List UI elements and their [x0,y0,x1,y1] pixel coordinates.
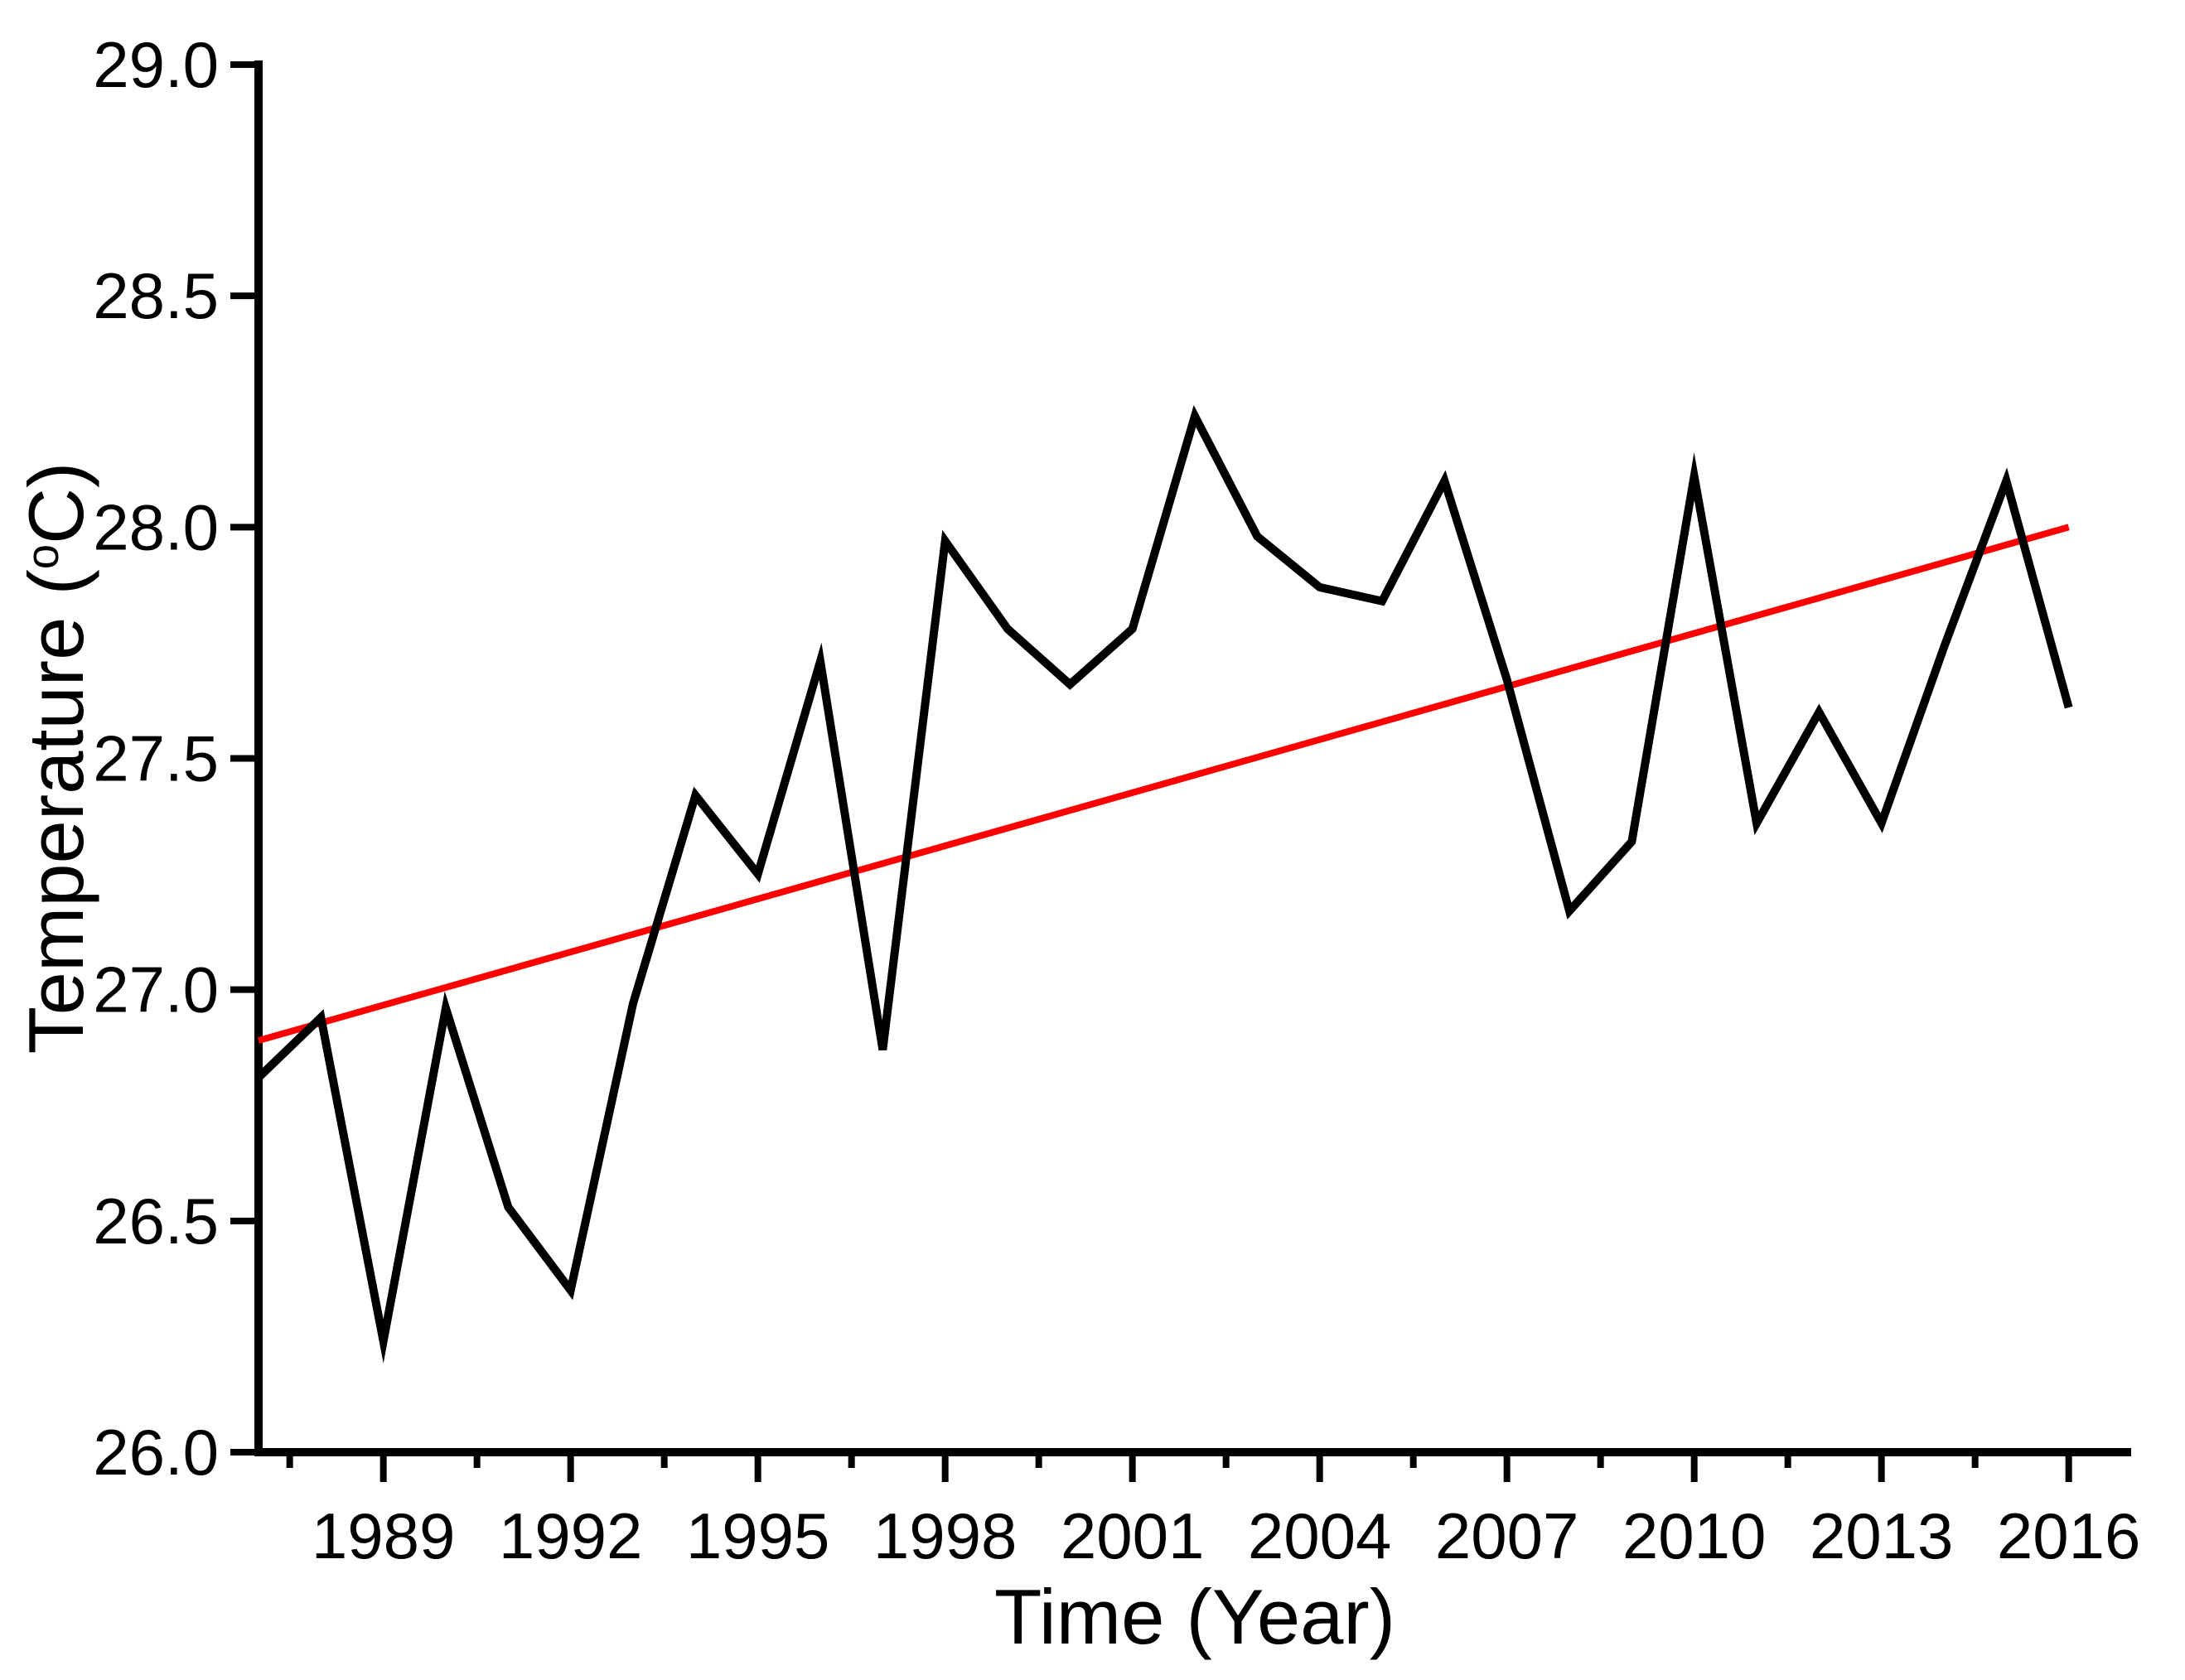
x-axis-tick-label: 1995 [686,1499,830,1572]
y-axis-tick-label: 28.0 [93,490,219,563]
x-axis-title-text: Time (Year) [993,1573,1396,1660]
y-axis-title-suffix: C) [12,461,99,544]
x-axis-tick-label: 1989 [312,1499,456,1572]
trend-line [257,524,2070,1044]
y-axis-tick-label: 27.5 [93,722,219,795]
x-axis-tick-label: 2013 [1810,1499,1954,1572]
x-axis-tick-label: 1998 [873,1499,1018,1572]
y-axis-tick-label: 28.5 [93,259,219,332]
y-axis-title-prefix: Temperature ( [12,569,99,1055]
temperature-line [255,404,2073,1364]
y-axis-tick-label: 26.0 [93,1416,219,1489]
x-axis-tick-label: 1992 [499,1499,643,1572]
x-axis-tick-label: 2007 [1435,1499,1579,1572]
y-axis-tick-label: 26.5 [93,1185,219,1258]
x-axis-tick-label: 2016 [1997,1499,2141,1572]
x-axis-tick-label: 2010 [1622,1499,1767,1572]
x-axis-title: Time (Year) [994,1572,1395,1662]
x-axis-tick-label: 2004 [1248,1499,1392,1572]
x-axis-tick-label: 2001 [1061,1499,1205,1572]
y-axis-title-degree-sup: o [17,543,69,570]
y-axis-title: Temperature (oC) [12,462,101,1055]
y-axis-tick-label: 29.0 [93,28,219,101]
y-axis-tick-label: 27.0 [93,953,219,1026]
